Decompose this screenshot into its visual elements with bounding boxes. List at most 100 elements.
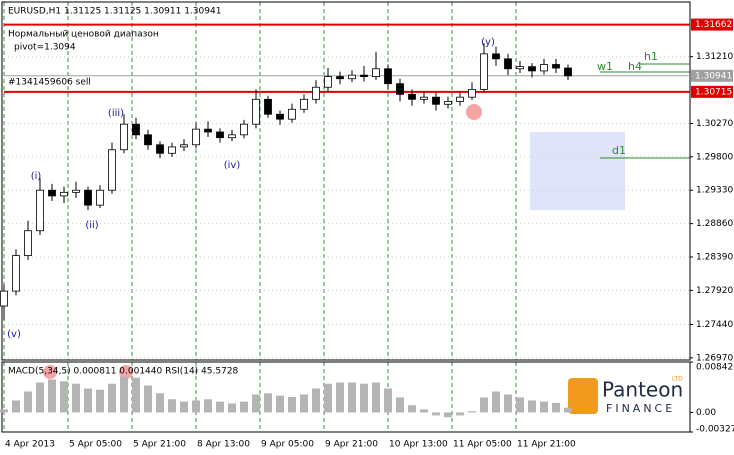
candle-body	[324, 76, 332, 88]
macd-bar	[156, 393, 164, 413]
y-tick-label: 0.008425	[696, 363, 734, 373]
chart-title: EURUSD,H1 1.31125 1.31125 1.30911 1.3094…	[8, 7, 221, 17]
wave-label: (v)	[7, 329, 21, 340]
candle-body	[432, 96, 440, 105]
x-tick-label: 9 Apr 21:00	[325, 440, 378, 450]
price-label: 1.31662	[695, 20, 732, 30]
candle-body	[228, 134, 236, 139]
wave-label: (ii)	[85, 220, 98, 231]
candle-body	[108, 149, 116, 191]
macd-bar	[372, 382, 380, 413]
macd-bar	[36, 382, 44, 413]
macd-bar	[504, 394, 512, 413]
candle-body	[264, 98, 272, 115]
y-tick-label: 1.26970	[696, 353, 733, 363]
main-frame	[1, 1, 691, 361]
y-tick-label: 1.28860	[696, 219, 733, 229]
logo-badge: LTD	[672, 376, 683, 383]
macd-bar	[228, 403, 236, 413]
x-tick-label: 11 Apr 05:00	[453, 440, 512, 450]
macd-bar	[408, 405, 416, 413]
candle-body	[336, 76, 344, 80]
highlight	[119, 365, 133, 379]
candle-body	[540, 64, 548, 72]
macd-bar	[360, 383, 368, 413]
macd-bar	[84, 388, 92, 413]
y-tick-label: 1.31210	[696, 52, 733, 62]
candle-body	[384, 68, 392, 85]
level-label: h1	[644, 50, 658, 63]
y-tick-label: 1.29800	[696, 152, 733, 162]
candle-body	[96, 189, 104, 206]
target-zone	[530, 132, 625, 210]
candle-body	[168, 146, 176, 154]
macd-bar	[420, 409, 428, 413]
candle-body	[288, 108, 296, 120]
macd-bar	[168, 399, 176, 413]
macd-bar	[336, 382, 344, 413]
candle-body	[216, 131, 224, 139]
y-tick-label: -0.00327	[696, 425, 734, 435]
candle-body	[348, 74, 356, 80]
macd-bar	[108, 383, 116, 413]
candle-body	[180, 144, 188, 148]
candle-body	[144, 134, 152, 146]
macd-label: MACD(5,34,5) 0.000811 0.001440 RSI(14) 4…	[8, 367, 239, 377]
macd-bar	[240, 401, 248, 413]
candle-body	[372, 68, 380, 77]
highlight	[466, 104, 482, 120]
macd-bar	[120, 376, 128, 413]
candle-body	[72, 189, 80, 193]
candle-body	[24, 230, 32, 256]
logo-sub: FINANCE	[606, 402, 675, 415]
y-tick-label: 1.27440	[696, 320, 733, 330]
macd-bar	[468, 411, 476, 413]
macd-bar	[96, 389, 104, 413]
annotation: pivot=1.3094	[14, 43, 76, 53]
candle-body	[468, 88, 476, 98]
level-label: d1	[612, 144, 626, 157]
macd-bar	[348, 382, 356, 413]
candle-body	[516, 66, 524, 70]
annotation: #1341459606 sell	[8, 78, 91, 88]
macd-bar	[480, 397, 488, 413]
macd-bar	[180, 401, 188, 413]
candle-body	[420, 96, 428, 100]
x-tick-label: 4 Apr 2013	[5, 440, 55, 450]
candle-body	[528, 66, 536, 72]
macd-bar	[288, 396, 296, 413]
price-label: 1.30941	[695, 71, 732, 81]
macd-bar	[216, 401, 224, 413]
candle-body	[156, 144, 164, 154]
wave-label: (iii)	[108, 108, 124, 119]
macd-bar	[492, 391, 500, 413]
annotation: Нормальный ценовой диапазон	[8, 30, 159, 40]
candle-body	[492, 53, 500, 60]
macd-bar	[312, 388, 320, 413]
wave-label: (y)	[481, 37, 495, 48]
macd-bar	[516, 397, 524, 413]
macd-bar	[204, 399, 212, 413]
x-tick-label: 5 Apr 05:00	[69, 440, 122, 450]
candle-body	[204, 128, 212, 133]
candle-body	[504, 58, 512, 70]
macd-bar	[252, 394, 260, 413]
macd-bar	[384, 388, 392, 413]
wave-label: (iv)	[224, 160, 241, 171]
price-box	[691, 69, 733, 82]
level-label: w1	[597, 60, 613, 73]
candle-body	[312, 86, 320, 100]
macd-bar	[324, 383, 332, 413]
macd-bar	[60, 381, 68, 413]
candle-body	[300, 98, 308, 110]
macd-bar	[132, 377, 140, 413]
macd-bar	[456, 412, 464, 416]
candle-body	[240, 123, 248, 136]
logo: Panteon FINANCE LTD	[568, 376, 683, 415]
macd-bar	[540, 401, 548, 413]
macd-frame	[1, 361, 691, 433]
x-tick-label: 10 Apr 13:00	[389, 440, 448, 450]
candle-body	[12, 255, 20, 292]
candle-body	[84, 189, 92, 206]
